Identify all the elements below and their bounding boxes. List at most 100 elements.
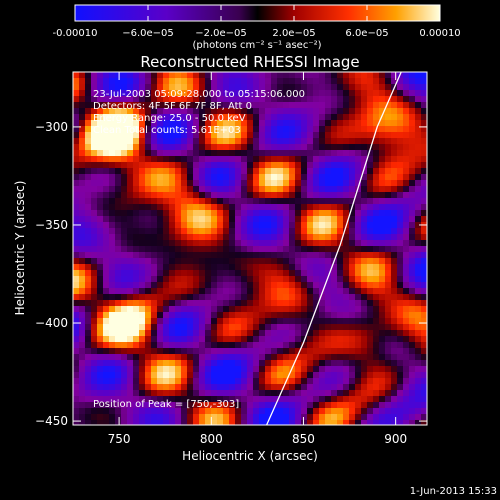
heatmap-cell [169, 252, 176, 259]
heatmap-cell [103, 222, 110, 229]
heatmap-cell [379, 408, 386, 415]
heatmap-cell [415, 132, 422, 139]
heatmap-cell [361, 138, 368, 145]
heatmap-cell [373, 360, 380, 367]
heatmap-cell [385, 264, 392, 271]
heatmap-cell [403, 342, 410, 349]
heatmap-cell [241, 114, 248, 121]
heatmap-cell [151, 390, 158, 397]
heatmap-cell [175, 156, 182, 163]
heatmap-cell [229, 258, 236, 265]
heatmap-cell [319, 108, 326, 115]
heatmap-cell [169, 294, 176, 301]
heatmap-cell [217, 114, 224, 121]
heatmap-cell [157, 324, 164, 331]
heatmap-cell [337, 72, 344, 79]
heatmap-cell [223, 126, 230, 133]
heatmap-cell [127, 372, 134, 379]
heatmap-cell [211, 342, 218, 349]
heatmap-cell [163, 138, 170, 145]
heatmap-cell [361, 342, 368, 349]
heatmap-cell [265, 318, 272, 325]
heatmap-cell [385, 186, 392, 193]
heatmap-cell [79, 156, 86, 163]
heatmap-cell [121, 288, 128, 295]
heatmap-cell [259, 96, 266, 103]
heatmap-cell [373, 96, 380, 103]
heatmap-cell [301, 396, 308, 403]
x-axis-ticks: 750 800 850 900 [108, 72, 407, 446]
heatmap-cell [361, 372, 368, 379]
heatmap-cell [391, 72, 398, 79]
heatmap-cell [355, 108, 362, 115]
heatmap-cell [307, 408, 314, 415]
heatmap-cell [361, 270, 368, 277]
heatmap-cell [343, 282, 350, 289]
heatmap-cell [181, 192, 188, 199]
heatmap-cell [145, 300, 152, 307]
heatmap-cell [85, 156, 92, 163]
heatmap-cell [325, 72, 332, 79]
heatmap-cell [373, 342, 380, 349]
heatmap-cell [115, 306, 122, 313]
heatmap-cell [175, 102, 182, 109]
heatmap-cell [349, 246, 356, 253]
heatmap-cell [265, 72, 272, 79]
heatmap-cell [133, 396, 140, 403]
heatmap-cell [295, 186, 302, 193]
heatmap-cell [91, 90, 98, 97]
heatmap-cell [139, 414, 146, 421]
heatmap-cell [169, 408, 176, 415]
heatmap-cell [289, 120, 296, 127]
heatmap-cell [157, 114, 164, 121]
heatmap-cell [121, 132, 128, 139]
heatmap-cell [133, 318, 140, 325]
heatmap-cell [265, 162, 272, 169]
heatmap-cell [109, 342, 116, 349]
heatmap-cell [253, 288, 260, 295]
heatmap-cell [367, 420, 374, 425]
heatmap-cell [385, 210, 392, 217]
heatmap-cell [109, 102, 116, 109]
heatmap-cell [361, 168, 368, 175]
heatmap-cell [325, 306, 332, 313]
heatmap-cell [409, 294, 416, 301]
heatmap-cell [175, 342, 182, 349]
heatmap-cell [421, 366, 427, 373]
heatmap-cell [331, 240, 338, 247]
heatmap-cell [223, 414, 230, 421]
heatmap-cell [199, 402, 206, 409]
heatmap-cell [247, 306, 254, 313]
heatmap-cell [259, 168, 266, 175]
heatmap-cell [139, 372, 146, 379]
heatmap-cell [133, 222, 140, 229]
heatmap-cell [181, 84, 188, 91]
heatmap-cell [331, 156, 338, 163]
heatmap-cell [163, 312, 170, 319]
heatmap-cell [175, 420, 182, 425]
heatmap-cell [373, 264, 380, 271]
heatmap-cell [349, 306, 356, 313]
heatmap-cell [157, 414, 164, 421]
heatmap-cell [205, 132, 212, 139]
heatmap-cell [121, 144, 128, 151]
heatmap-cell [409, 108, 416, 115]
heatmap-cell [103, 294, 110, 301]
heatmap-cell [397, 318, 404, 325]
heatmap-cell [85, 192, 92, 199]
heatmap-cell [331, 360, 338, 367]
heatmap-cell [373, 300, 380, 307]
heatmap-cell [97, 402, 104, 409]
heatmap-cell [379, 150, 386, 157]
heatmap-cell [85, 372, 92, 379]
heatmap-cell [289, 348, 296, 355]
heatmap-cell [241, 384, 248, 391]
heatmap-cell [193, 78, 200, 85]
heatmap-cell [163, 162, 170, 169]
heatmap-cell [151, 222, 158, 229]
heatmap-cell [271, 240, 278, 247]
heatmap-cell [265, 102, 272, 109]
heatmap-cell [181, 264, 188, 271]
heatmap-cell [283, 270, 290, 277]
heatmap-cell [307, 114, 314, 121]
